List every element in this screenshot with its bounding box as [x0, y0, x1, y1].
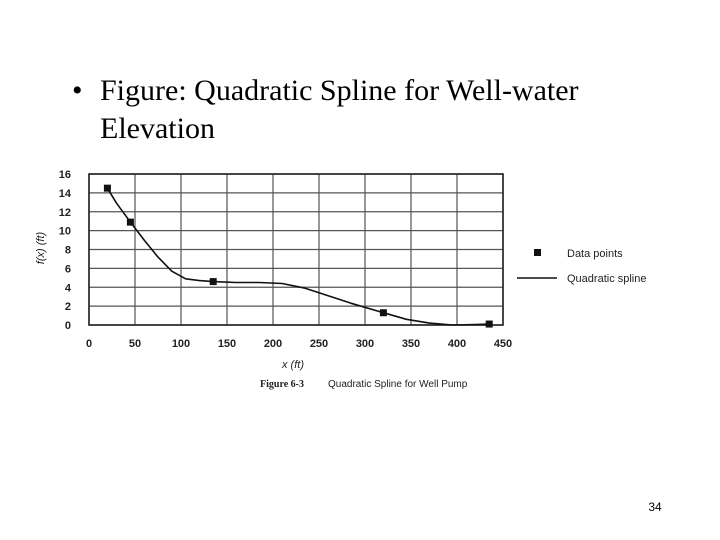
- y-tick-label: 12: [59, 207, 71, 219]
- data-point-marker: [126, 218, 134, 226]
- series-line-quadratic-spline: [106, 187, 490, 326]
- y-tick-label: 6: [65, 263, 71, 275]
- x-tick-label: 200: [264, 338, 282, 350]
- x-tick-label: 400: [448, 338, 466, 350]
- y-tick-label: 16: [59, 169, 71, 181]
- y-tick-label: 14: [59, 188, 72, 200]
- bullet-marker: •: [72, 74, 83, 107]
- legend-marker-data-points: [534, 249, 541, 256]
- x-tick-label: 350: [402, 338, 420, 350]
- legend-label-quadratic-spline: Quadratic spline: [567, 273, 647, 285]
- y-tick-label: 2: [65, 301, 71, 313]
- x-tick-label: 150: [218, 338, 236, 350]
- legend-label-data-points: Data points: [567, 248, 623, 260]
- figure-caption-label: Figure 6-3: [260, 379, 304, 390]
- plot-border: [88, 173, 504, 326]
- x-tick-label: 250: [310, 338, 328, 350]
- data-point-marker: [379, 309, 387, 317]
- x-tick-label: 100: [172, 338, 190, 350]
- x-tick-label: 450: [494, 338, 512, 350]
- x-axis-label: x (ft): [281, 359, 304, 371]
- data-point-marker: [209, 278, 217, 286]
- x-tick-label: 300: [356, 338, 374, 350]
- figure-caption-text: Quadratic Spline for Well Pump: [328, 379, 468, 390]
- bullet-text: Figure: Quadratic Spline for Well-water …: [100, 74, 579, 145]
- y-tick-label: 4: [65, 282, 72, 294]
- data-point-marker: [103, 184, 111, 192]
- page-number: 34: [648, 500, 662, 514]
- y-tick-label: 0: [65, 320, 71, 332]
- y-tick-label: 10: [59, 226, 71, 238]
- x-tick-label: 0: [86, 338, 92, 350]
- x-tick-label: 50: [129, 338, 141, 350]
- data-point-marker: [485, 320, 493, 328]
- y-axis-label: f(x) (ft): [35, 231, 47, 264]
- y-tick-label: 8: [65, 245, 71, 257]
